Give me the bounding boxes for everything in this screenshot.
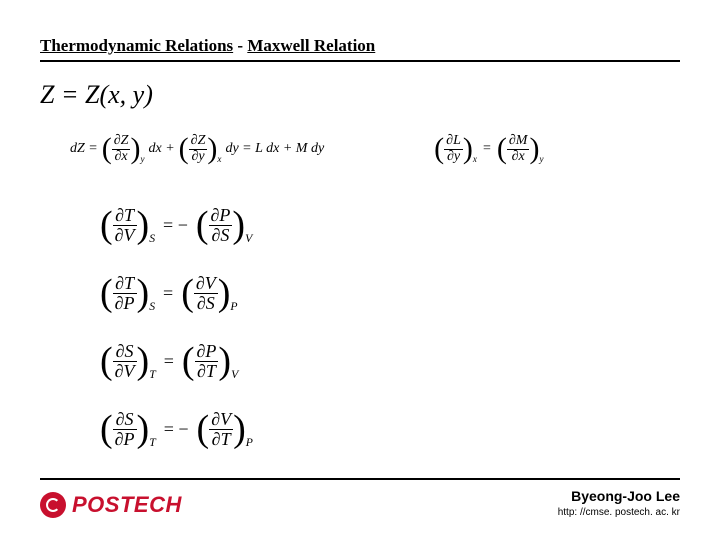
title-part1: Thermodynamic Relations — [40, 36, 233, 55]
maxwell-row: ( ∂T ∂P ) S = ( ∂V ∂S ) P — [100, 266, 253, 320]
term2-sub: x — [217, 154, 221, 164]
term2-num: ∂Z — [189, 134, 208, 149]
title-sep: - — [233, 36, 247, 55]
exact-r-num: ∂M — [507, 134, 530, 149]
maxwell-left: ( ∂S ∂V ) T — [100, 339, 156, 383]
slide-title: Thermodynamic Relations - Maxwell Relati… — [40, 36, 375, 56]
state-function: Z = Z(x, y) — [40, 80, 153, 110]
maxwell-row: ( ∂S ∂V ) T = ( ∂P ∂T ) V — [100, 334, 253, 388]
logo-text: POSTECH — [72, 492, 182, 518]
maxwell-right: ( ∂P ∂S ) V — [196, 203, 252, 247]
divider-bottom — [40, 478, 680, 480]
total-differential-row: dZ = ( ∂Z ∂x ) y dx + ( ∂Z ∂y ) x dy = L… — [70, 132, 680, 166]
term2-den: ∂y — [189, 150, 206, 165]
maxwell-relations: ( ∂T ∂V ) S = − ( ∂P ∂S ) V ( ∂T — [100, 198, 253, 456]
logo-mark-icon — [40, 492, 66, 518]
title-part2: Maxwell Relation — [247, 36, 375, 55]
author-url: http: //cmse. postech. ac. kr — [558, 507, 680, 518]
maxwell-right: ( ∂P ∂T ) V — [182, 339, 238, 383]
exactness-left: ( ∂L ∂y ) x — [434, 132, 477, 166]
postech-logo: POSTECH — [40, 492, 182, 518]
maxwell-right: ( ∂V ∂S ) P — [181, 271, 237, 315]
maxwell-left: ( ∂T ∂V ) S — [100, 203, 155, 247]
exact-r-sub: y — [539, 154, 543, 164]
exact-l-sub: x — [473, 154, 477, 164]
maxwell-left: ( ∂T ∂P ) S — [100, 271, 155, 315]
exact-r-den: ∂x — [510, 150, 527, 165]
author-name: Byeong-Joo Lee — [571, 488, 680, 504]
term2: ( ∂Z ∂y ) x — [179, 132, 222, 166]
maxwell-right: ( ∂V ∂T ) P — [197, 407, 253, 451]
exact-l-num: ∂L — [444, 134, 463, 149]
term1-num: ∂Z — [112, 134, 131, 149]
maxwell-row: ( ∂T ∂V ) S = − ( ∂P ∂S ) V — [100, 198, 253, 252]
maxwell-row: ( ∂S ∂P ) T = − ( ∂V ∂T ) P — [100, 402, 253, 456]
exact-l-den: ∂y — [445, 150, 462, 165]
term1-den: ∂x — [113, 150, 130, 165]
term1: ( ∂Z ∂x ) y — [102, 132, 145, 166]
dz-prefix: dZ = — [70, 141, 98, 157]
divider-top — [40, 60, 680, 62]
exact-eq: = — [483, 141, 491, 157]
exactness-right: ( ∂M ∂x ) y — [497, 132, 544, 166]
term1-sub: y — [140, 154, 144, 164]
term2-suffix: dy = L dx + M dy — [225, 141, 324, 157]
maxwell-left: ( ∂S ∂P ) T — [100, 407, 156, 451]
term1-suffix: dx + — [149, 141, 175, 157]
